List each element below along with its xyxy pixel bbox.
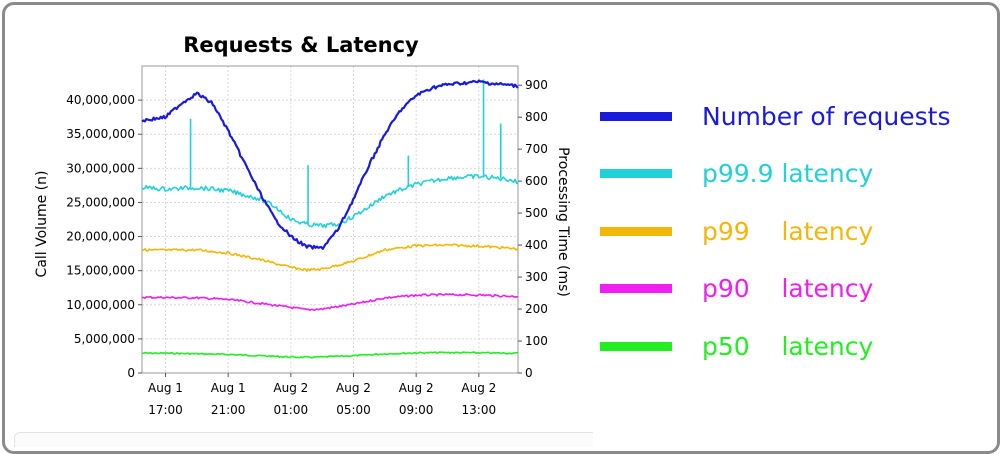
y-left-tick-label: 5,000,000 — [74, 332, 135, 346]
legend-label: p50 latency — [702, 331, 874, 361]
y-left-tick-label: 20,000,000 — [66, 230, 135, 244]
y-left-tick-label: 0 — [127, 366, 135, 380]
legend-item: Number of requests — [600, 96, 950, 136]
bottom-scroll-strip — [14, 432, 593, 447]
x-tick-label-date: Aug 1 — [148, 381, 183, 395]
y-right-tick-label: 0 — [525, 366, 533, 380]
y-left-tick-label: 25,000,000 — [66, 195, 135, 209]
y-right-tick-label: 900 — [525, 78, 548, 92]
chart-title: Requests & Latency — [183, 33, 419, 57]
legend-item: p99.9 latency — [600, 154, 873, 194]
y-right-tick-label: 600 — [525, 174, 548, 188]
series-line-p50-latency — [141, 351, 519, 359]
y-right-tick-label: 400 — [525, 238, 548, 252]
legend-swatch — [600, 284, 672, 293]
y-right-tick-label: 700 — [525, 142, 548, 156]
y-left-tick-label: 10,000,000 — [66, 298, 135, 312]
y-left-tick-label: 40,000,000 — [66, 93, 135, 107]
legend-item: p99 latency — [600, 211, 873, 251]
legend-label: p90 latency — [702, 274, 874, 303]
x-tick-label-time: 05:00 — [336, 403, 371, 417]
plot-area — [142, 66, 518, 373]
legend-item: p90 latency — [600, 269, 873, 309]
y-axis-right-label: Processing Time (ms) — [555, 147, 571, 297]
x-tick-label-time: 09:00 — [399, 403, 434, 417]
x-tick-label-date: Aug 2 — [399, 381, 434, 395]
y-right-tick-label: 200 — [525, 302, 548, 316]
legend-item: p50 latency — [600, 326, 873, 366]
series-line-p90-latency — [141, 293, 519, 311]
series-line-p99-latency — [141, 243, 519, 272]
legend-swatch — [600, 226, 672, 236]
y-left-tick-label: 30,000,000 — [66, 161, 135, 175]
x-tick-label-time: 21:00 — [211, 403, 246, 417]
y-left-tick-label: 15,000,000 — [66, 264, 135, 278]
legend-label: p99.9 latency — [702, 159, 874, 188]
y-right-tick-label: 300 — [525, 270, 548, 284]
x-tick-label-time: 17:00 — [148, 403, 183, 417]
legend-label: p99 latency — [702, 216, 874, 246]
series-line-number-of-requests — [141, 79, 519, 250]
y-left-tick-label: 35,000,000 — [66, 127, 135, 141]
x-tick-label-date: Aug 2 — [273, 381, 308, 395]
x-tick-label-time: 13:00 — [462, 403, 497, 417]
x-tick-label-time: 01:00 — [274, 403, 309, 417]
x-tick-label-date: Aug 2 — [336, 381, 371, 395]
plot-border — [141, 65, 519, 374]
legend-swatch — [600, 169, 672, 178]
legend-label: Number of requests — [702, 101, 951, 131]
series-line-p99-9-latency — [141, 173, 519, 229]
x-tick-label-date: Aug 2 — [461, 381, 496, 395]
y-right-tick-label: 800 — [525, 110, 548, 124]
legend-swatch — [600, 111, 672, 121]
x-tick-label-date: Aug 1 — [211, 381, 246, 395]
y-right-tick-label: 100 — [525, 334, 548, 348]
y-right-tick-label: 500 — [525, 206, 548, 220]
legend-swatch — [600, 341, 672, 351]
y-axis-left-label: Call Volume (n) — [34, 171, 50, 278]
